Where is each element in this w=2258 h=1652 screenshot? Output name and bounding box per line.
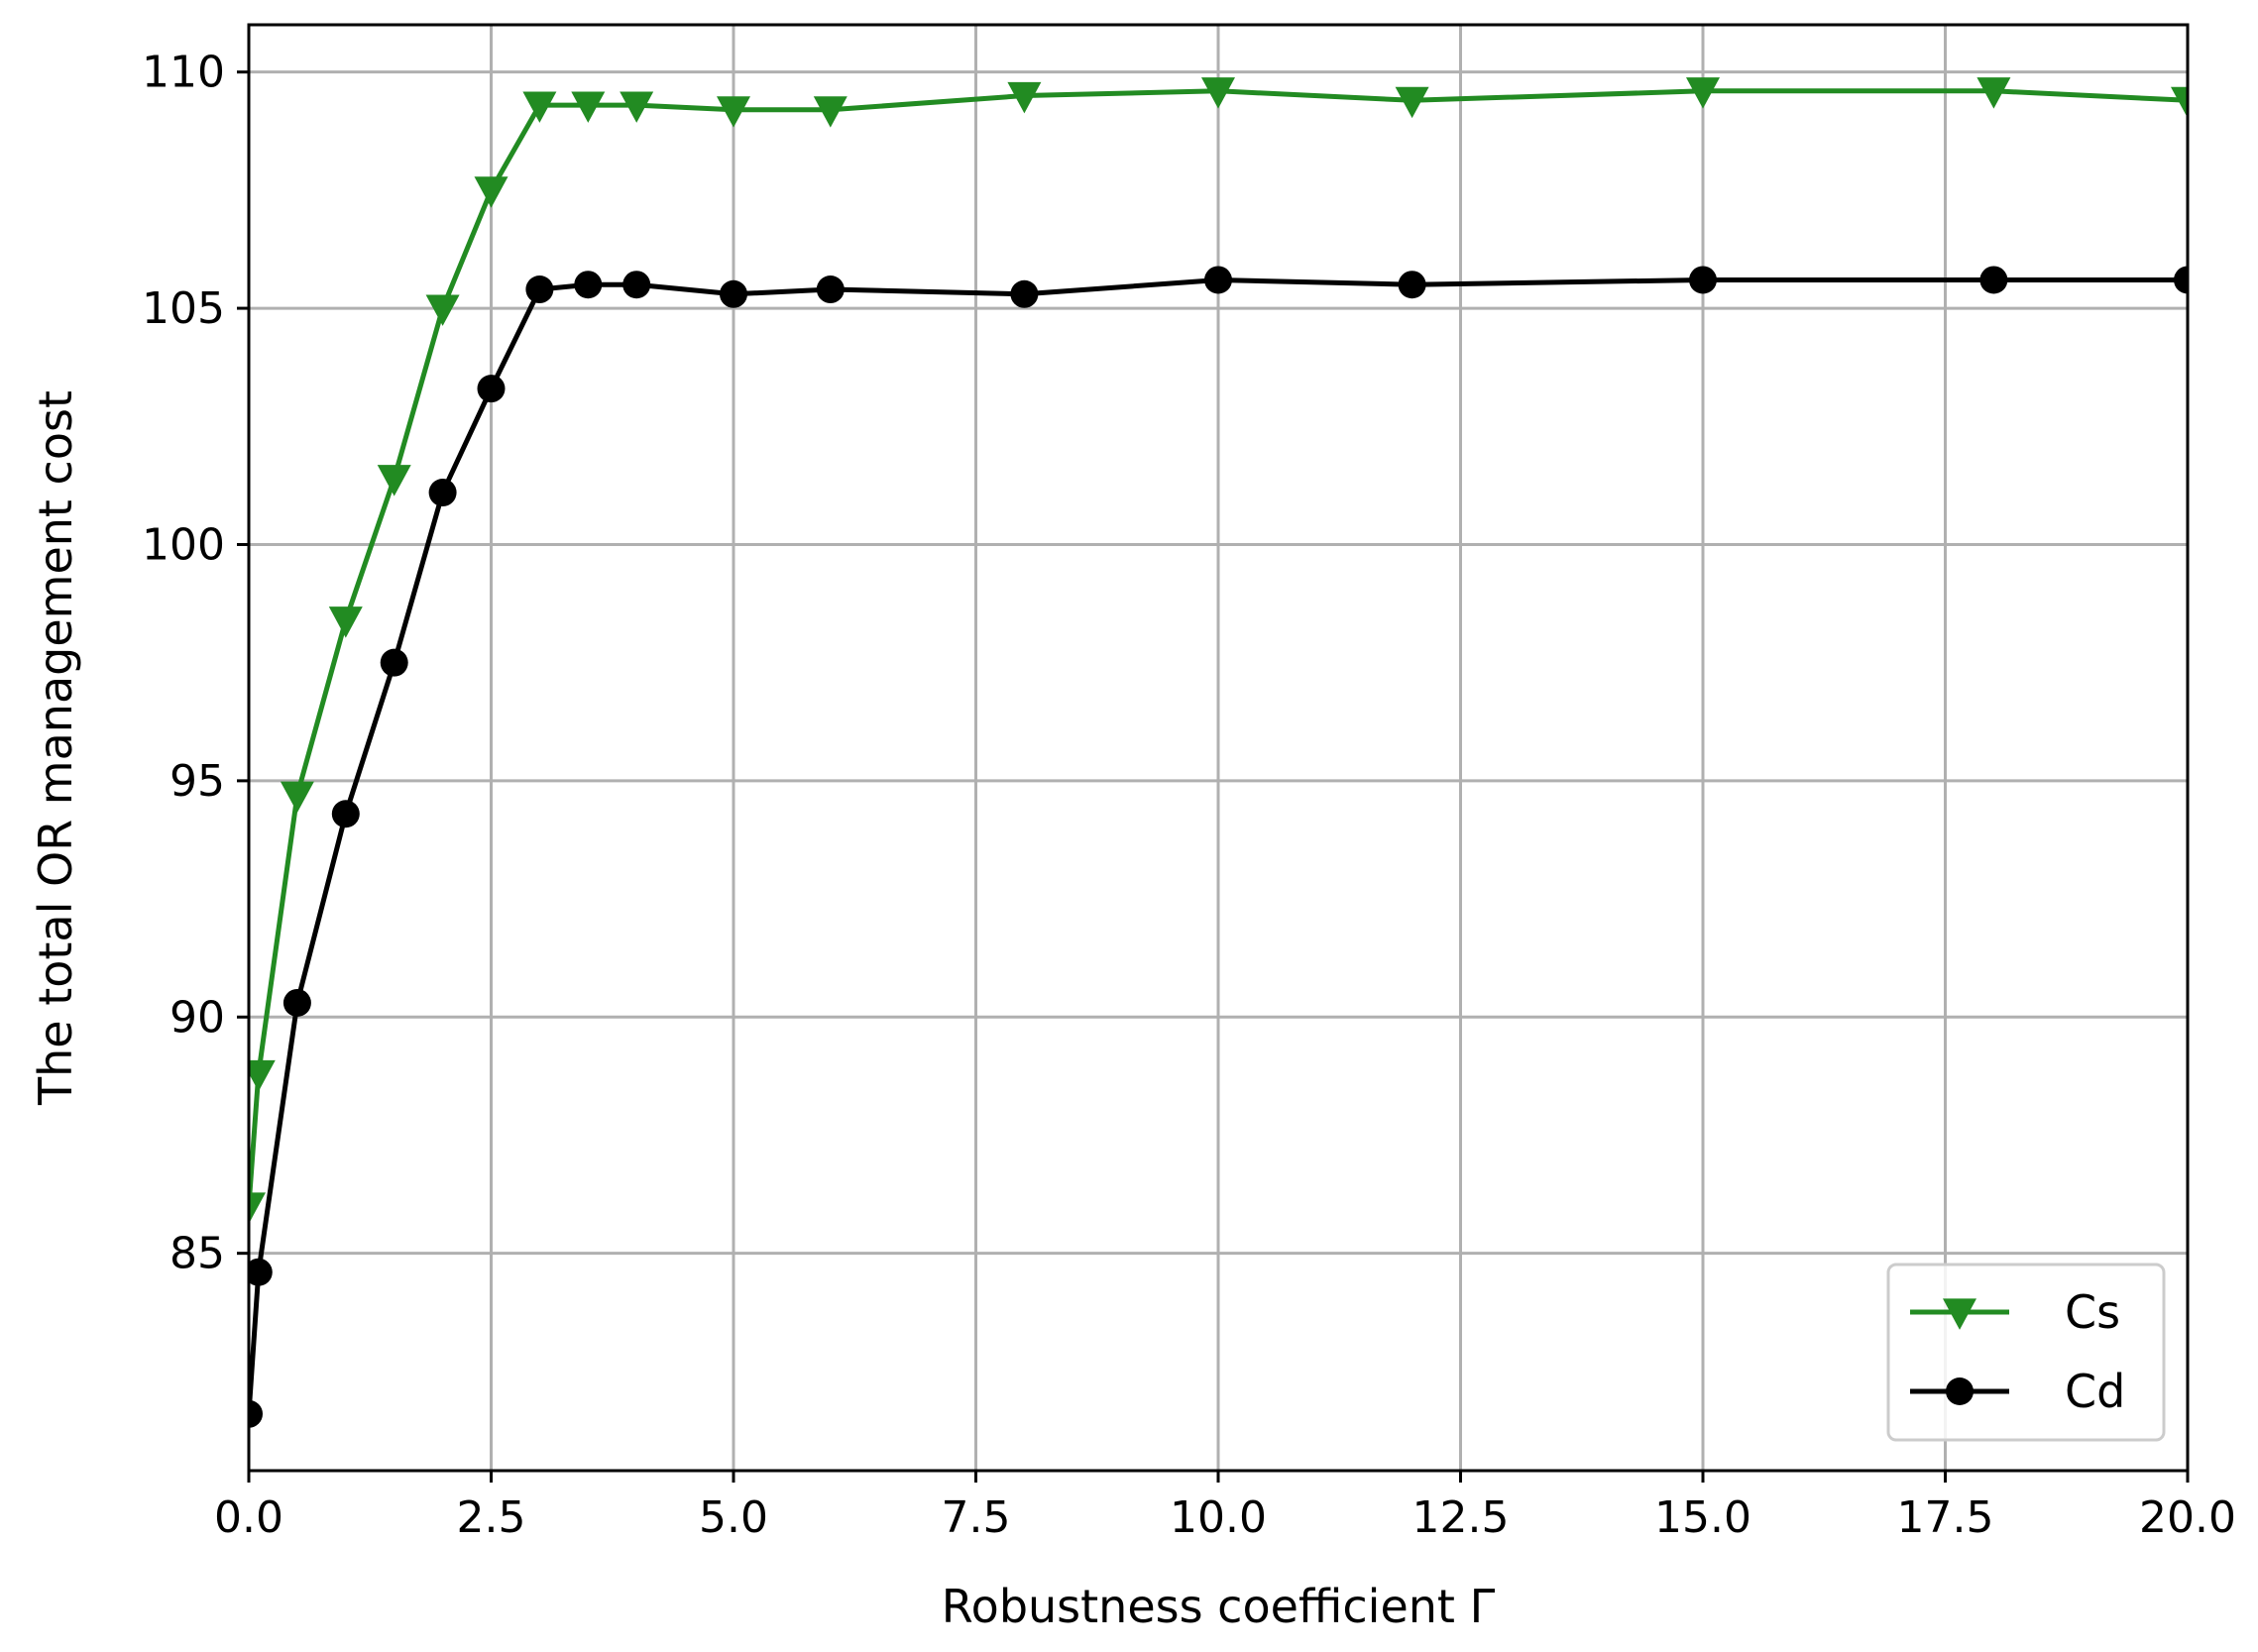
x-tick-label: 7.5 (942, 1492, 1011, 1543)
y-tick-label: 100 (142, 519, 225, 570)
legend-item-cs: Cs (1910, 1285, 2120, 1339)
legend-swatch-marker (1946, 1377, 1974, 1405)
data-point-cd (1398, 271, 1426, 299)
data-point-cs (1007, 81, 1042, 114)
data-point-cd (816, 275, 845, 304)
data-point-cs (2171, 86, 2188, 119)
data-point-cd (282, 988, 311, 1017)
legend: Cs Cd (1886, 1263, 2166, 1442)
data-point-cs (249, 1059, 276, 1092)
data-point-cs (1201, 77, 1235, 109)
data-point-cs (1976, 77, 2011, 109)
data-point-cs (1395, 86, 1429, 119)
data-point-cs (425, 294, 460, 326)
data-point-cd (249, 1258, 273, 1286)
axis-ticks: 0.0 2.5 5.0 7.5 10.0 12.5 15.0 17.5 20.0 85 90 95 10… (142, 48, 2236, 1543)
data-point-cs (280, 781, 314, 814)
data-point-cd (428, 479, 457, 507)
x-tick-label: 10.0 (1170, 1492, 1267, 1543)
data-point-cd (720, 279, 747, 308)
x-tick-label: 12.5 (1412, 1492, 1510, 1543)
x-tick-label: 17.5 (1897, 1492, 1994, 1543)
data-point-cs (813, 96, 847, 128)
data-point-cs (1686, 77, 1720, 109)
data-point-cs (328, 606, 363, 638)
data-point-cd (622, 271, 651, 299)
legend-label: Cs (2065, 1285, 2120, 1339)
x-axis-label: Robustness coefficient Γ (942, 1580, 1496, 1633)
data-point-cd (1979, 266, 2008, 294)
y-axis-label: The total OR management cost (29, 390, 82, 1106)
legend-swatch-marker (1943, 1298, 1976, 1330)
data-point-cd (477, 375, 506, 403)
series-layer (249, 77, 2188, 1428)
y-tick-label: 110 (142, 48, 225, 98)
data-point-cd (1204, 266, 1232, 294)
data-point-cd (331, 800, 360, 828)
series-cd (249, 266, 2188, 1428)
x-tick-label: 2.5 (457, 1492, 526, 1543)
series-line-cd (249, 277, 2188, 1414)
data-point-cs (571, 91, 606, 123)
series-cs (249, 77, 2188, 1224)
y-tick-label: 90 (169, 992, 225, 1043)
data-point-cd (380, 648, 408, 677)
y-tick-label: 105 (142, 283, 225, 334)
data-point-cd (1010, 279, 1039, 308)
data-point-cs (620, 91, 654, 123)
y-tick-label: 85 (169, 1229, 225, 1279)
series-line-cs (249, 88, 2188, 1207)
data-point-cs (717, 96, 750, 128)
x-tick-label: 0.0 (214, 1492, 283, 1543)
data-point-cd (2174, 266, 2188, 294)
x-tick-label: 15.0 (1654, 1492, 1751, 1543)
data-point-cs (377, 465, 411, 496)
data-point-cs (522, 91, 557, 123)
data-point-cs (474, 176, 508, 208)
data-point-cd (525, 275, 554, 304)
y-tick-label: 95 (169, 756, 225, 807)
data-point-cd (249, 1399, 263, 1428)
legend-label: Cd (2065, 1365, 2125, 1418)
data-point-cd (574, 271, 603, 299)
x-tick-label: 5.0 (699, 1492, 768, 1543)
x-tick-label: 20.0 (2139, 1492, 2236, 1543)
data-point-cs (249, 1192, 266, 1224)
data-point-cd (1689, 266, 1717, 294)
legend-item-cd: Cd (1910, 1365, 2125, 1418)
